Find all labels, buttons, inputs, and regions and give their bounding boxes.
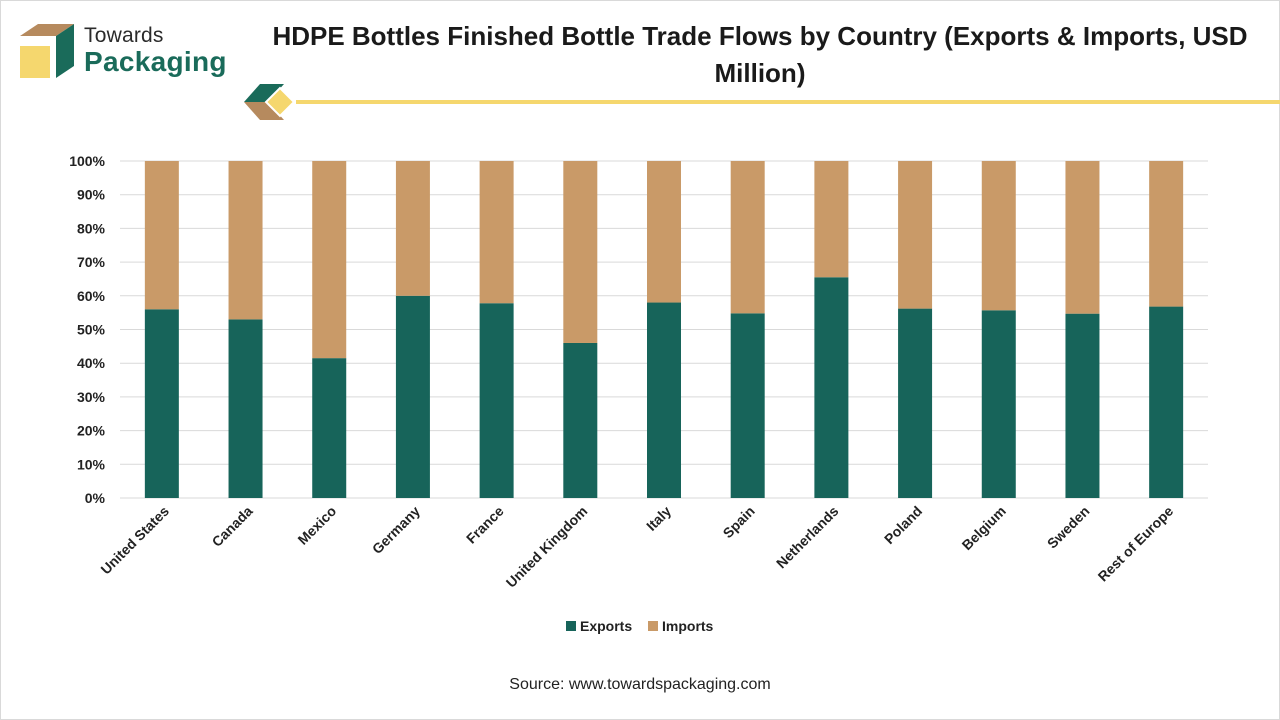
bar-imports-rest-of-europe [1149,161,1184,307]
y-tick-label: 10% [77,456,106,472]
bar-imports-germany [395,161,430,296]
bar-exports-belgium [981,310,1016,498]
bar-exports-france [479,303,514,498]
logo-line1: Towards [84,24,164,47]
bar-exports-germany [395,295,430,498]
bar-imports-netherlands [814,161,849,278]
y-tick-label: 90% [77,187,106,203]
bar-exports-spain [730,313,765,498]
x-tick-label: United States [97,503,172,578]
y-tick-label: 50% [77,322,106,338]
legend-swatch-exports [566,621,576,631]
bar-imports-sweden [1065,161,1100,314]
bar-imports-poland [898,161,933,309]
x-tick-label: Sweden [1044,503,1093,552]
bar-imports-canada [228,161,263,320]
title-divider [244,84,1280,120]
bar-exports-mexico [312,358,347,498]
bar-imports-united-states [144,161,179,310]
x-tick-label: Italy [643,503,674,534]
bar-exports-sweden [1065,313,1100,498]
bar-imports-mexico [312,161,347,359]
y-tick-label: 100% [69,153,105,169]
x-tick-label: Mexico [294,503,339,548]
x-tick-label: Canada [209,503,256,550]
bar-imports-france [479,161,514,304]
y-tick-label: 0% [85,490,106,506]
bar-imports-spain [730,161,765,314]
x-tick-label: United Kingdom [503,503,591,591]
legend-label-exports: Exports [580,618,632,634]
bar-exports-poland [898,308,933,498]
y-tick-label: 20% [77,423,106,439]
legend-label-imports: Imports [662,618,714,634]
bar-exports-rest-of-europe [1149,306,1184,498]
legend-swatch-imports [648,621,658,631]
bar-exports-italy [647,302,681,498]
bar-imports-italy [647,161,681,303]
x-tick-label: Germany [369,503,423,557]
logo-line2: Packaging [84,46,227,77]
x-tick-label: Poland [881,503,925,547]
x-tick-label: Rest of Europe [1095,503,1177,585]
bar-exports-united-kingdom [563,342,598,498]
bar-exports-united-states [144,309,179,498]
x-tick-label: Belgium [959,503,1009,553]
bar-exports-canada [228,319,263,498]
chart-title: HDPE Bottles Finished Bottle Trade Flows… [272,21,1248,88]
y-tick-label: 30% [77,389,106,405]
y-tick-label: 40% [77,355,106,371]
box-icon [20,24,74,78]
y-tick-label: 70% [77,254,106,270]
source-note: Source: www.towardspackaging.com [509,676,771,693]
y-tick-label: 80% [77,220,106,236]
brand-logo: Towards Packaging [18,22,238,82]
y-tick-label: 60% [77,288,106,304]
x-tick-label: Netherlands [773,503,842,572]
x-tick-label: France [463,503,507,547]
x-tick-label: Spain [720,503,758,541]
bar-imports-united-kingdom [563,161,598,343]
bar-exports-netherlands [814,277,849,498]
bar-imports-belgium [981,161,1016,311]
